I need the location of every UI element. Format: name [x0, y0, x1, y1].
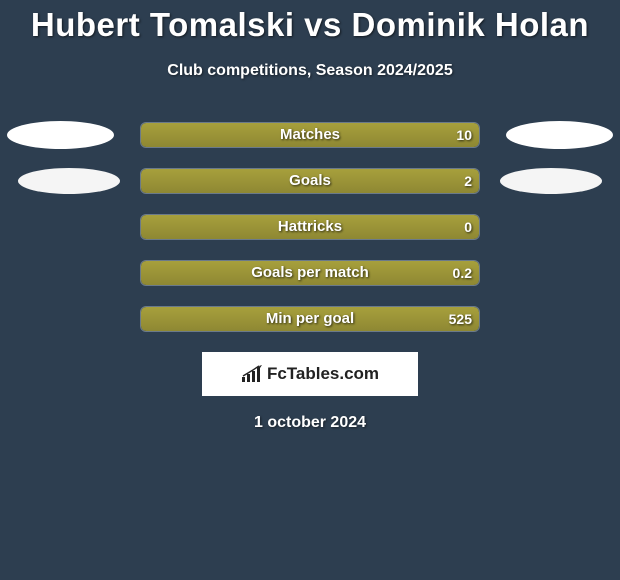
page-title: Hubert Tomalski vs Dominik Holan [0, 0, 620, 44]
stat-label: Min per goal [140, 306, 480, 332]
date-label: 1 october 2024 [0, 414, 620, 432]
stat-value: 0.2 [453, 260, 472, 286]
logo-box: FcTables.com [202, 352, 418, 396]
player-right-ellipse [506, 121, 613, 149]
stat-row: Goals2 [0, 168, 620, 194]
stat-value: 525 [449, 306, 472, 332]
logo: FcTables.com [241, 364, 379, 384]
stat-row: Matches10 [0, 122, 620, 148]
stat-row: Hattricks0 [0, 214, 620, 240]
stat-row: Min per goal525 [0, 306, 620, 332]
stat-label: Goals per match [140, 260, 480, 286]
player-left-ellipse [7, 121, 114, 149]
logo-text: FcTables.com [267, 364, 379, 384]
stat-label: Goals [140, 168, 480, 194]
stat-value: 0 [464, 214, 472, 240]
player-left-ellipse [18, 168, 120, 194]
stat-value: 2 [464, 168, 472, 194]
stat-row: Goals per match0.2 [0, 260, 620, 286]
stat-label: Matches [140, 122, 480, 148]
chart-icon [241, 365, 263, 383]
stat-label: Hattricks [140, 214, 480, 240]
comparison-chart: Matches10 Goals2 Hattricks0 Goals per match… [0, 122, 620, 332]
player-right-ellipse [500, 168, 602, 194]
subtitle: Club competitions, Season 2024/2025 [0, 62, 620, 80]
stat-value: 10 [456, 122, 472, 148]
